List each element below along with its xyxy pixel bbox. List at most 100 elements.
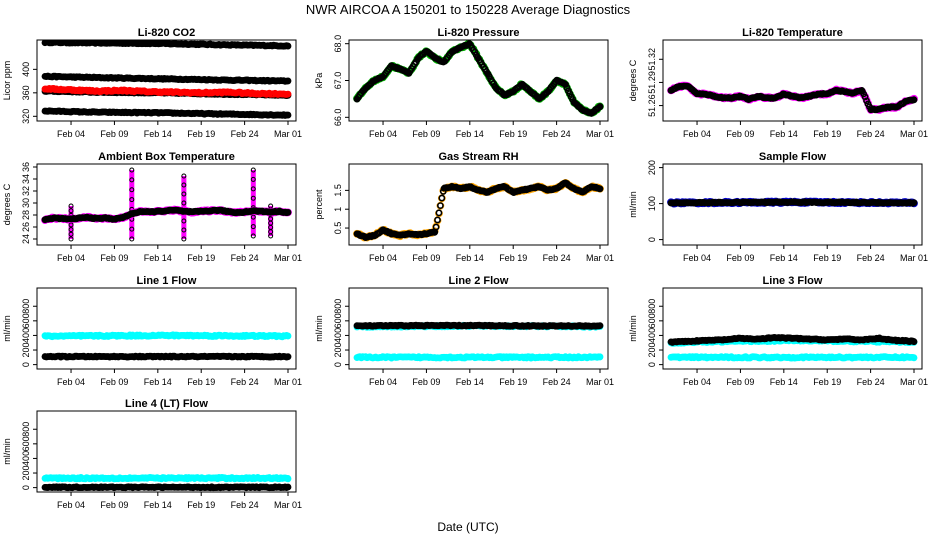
data-value-point	[215, 110, 222, 118]
data-value-point	[353, 95, 361, 103]
data-value-point	[93, 87, 101, 95]
y-tick-label: 200	[21, 466, 31, 481]
spike-point	[181, 236, 187, 242]
data-value-point	[562, 179, 569, 186]
y-axis-label: ml/min	[628, 315, 638, 342]
data-value-point	[215, 76, 222, 84]
y-tick-label: 400	[333, 328, 343, 343]
panel-title: Li-820 Pressure	[438, 27, 520, 39]
data-value-point	[858, 87, 866, 94]
y-tick-label: 600	[333, 313, 343, 328]
data-value-point	[414, 55, 421, 62]
data-value-point	[510, 88, 517, 95]
data-value-point	[224, 353, 231, 360]
data-value-point	[570, 99, 578, 106]
data-value-point	[789, 199, 796, 206]
data-value-point	[41, 216, 49, 223]
x-tick-label: Feb 04	[57, 253, 85, 263]
data-value-point	[850, 90, 857, 97]
y-tick-label: 0	[647, 362, 657, 367]
data-value-point	[41, 85, 49, 92]
y-tick-label: 28	[21, 210, 31, 220]
series-level-2	[41, 72, 292, 85]
data-value-point	[553, 77, 560, 84]
x-tick-label: Feb 19	[187, 500, 215, 510]
y-axis-label: degrees C	[628, 59, 638, 101]
data-value-point	[154, 208, 161, 215]
data-value-point	[128, 210, 135, 217]
y-tick-label: 51.26	[647, 94, 657, 117]
data-value-point	[536, 95, 543, 103]
data-value-point	[763, 94, 770, 101]
x-tick-label: Feb 04	[683, 253, 711, 263]
x-tick-label: Mar 01	[586, 377, 614, 387]
data-value-point	[59, 215, 66, 222]
x-tick-label: Feb 09	[726, 377, 754, 387]
data-value-point	[824, 90, 831, 98]
data-value-point	[685, 83, 692, 90]
x-tick-label: Mar 01	[900, 253, 928, 263]
x-tick-label: Feb 24	[231, 500, 259, 510]
plot-area	[41, 331, 292, 361]
data-value-point	[579, 189, 586, 196]
y-tick-label: 400	[21, 451, 31, 466]
plot-area	[667, 81, 918, 114]
x-tick-label: Mar 01	[900, 377, 928, 387]
y-tick-label: 68.0	[333, 35, 343, 53]
data-value-point	[579, 106, 586, 114]
data-value-point	[362, 234, 369, 241]
x-tick-label: Feb 14	[144, 253, 172, 263]
data-value-point	[258, 208, 266, 215]
x-tick-label: Feb 14	[770, 377, 798, 387]
data-value-point	[737, 93, 744, 100]
data-value-point	[475, 187, 482, 194]
x-tick-label: Feb 24	[231, 377, 259, 387]
data-value-point	[93, 215, 101, 222]
data-value-point	[432, 55, 439, 62]
data-value-point	[449, 183, 456, 190]
y-tick-label: 0	[21, 485, 31, 490]
data-value-point	[667, 338, 675, 346]
y-axis-label: ml/min	[314, 315, 324, 342]
spike-point	[68, 236, 74, 242]
data-value-point	[893, 337, 900, 344]
spike-point	[250, 214, 256, 220]
plot-frame	[36, 410, 297, 493]
data-value-point	[596, 322, 604, 330]
data-value-point	[596, 185, 604, 192]
data-value-point	[102, 475, 109, 482]
data-value-point	[206, 207, 213, 214]
data-value-point	[884, 104, 892, 111]
data-value-point	[93, 40, 101, 47]
x-tick-label: Mar 01	[274, 500, 302, 510]
data-value-point	[76, 214, 83, 222]
data-value-point	[102, 214, 109, 222]
x-tick-label: Feb 14	[144, 377, 172, 387]
x-tick-label: Feb 19	[499, 377, 527, 387]
series-level-1	[41, 40, 292, 50]
y-tick-label: 1.5	[333, 184, 343, 197]
y-tick-label: 66.0	[333, 109, 343, 127]
data-value-point	[198, 208, 205, 215]
data-value-point	[553, 185, 560, 192]
data-value-point	[154, 40, 161, 47]
data-value-point	[284, 112, 292, 119]
data-value-point	[432, 228, 439, 235]
data-value-point	[562, 81, 569, 88]
data-value-point	[405, 230, 413, 237]
data-value-point	[163, 207, 170, 214]
data-point	[434, 216, 441, 224]
x-tick-label: Feb 04	[57, 377, 85, 387]
data-value-point	[102, 484, 109, 491]
spike-point	[181, 191, 187, 197]
x-tick-label: Feb 14	[456, 253, 484, 263]
x-tick-label: Feb 09	[412, 253, 440, 263]
spike-point	[181, 173, 187, 179]
series-line3-cyan-lower	[667, 353, 918, 362]
y-axis-label: percent	[314, 189, 324, 220]
y-tick-label: 800	[333, 299, 343, 314]
data-value-point	[667, 354, 675, 361]
